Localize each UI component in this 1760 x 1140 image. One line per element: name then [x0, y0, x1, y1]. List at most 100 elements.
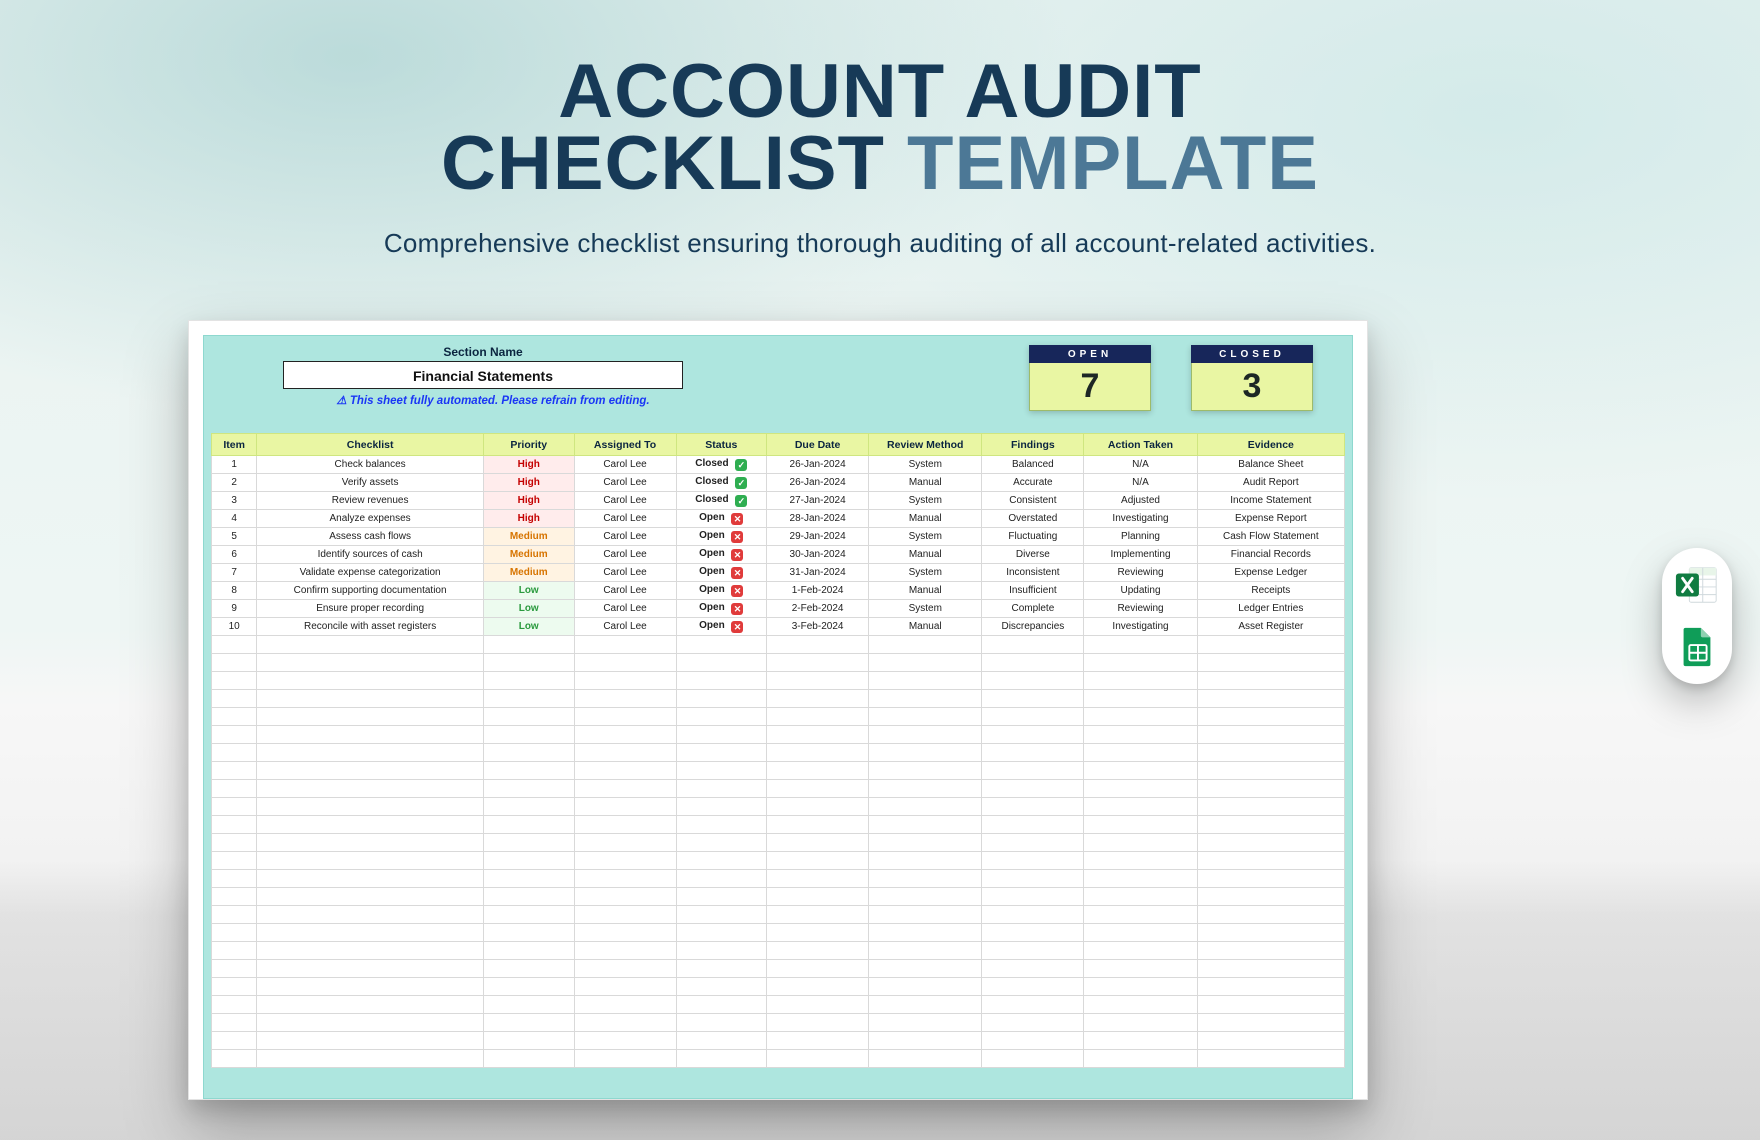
- table-row: [212, 816, 1345, 834]
- table-cell: Carol Lee: [574, 456, 676, 474]
- table-cell: [676, 942, 767, 960]
- table-cell: [483, 726, 574, 744]
- table-cell: [483, 636, 574, 654]
- table-cell: [257, 906, 484, 924]
- table-cell: [1197, 852, 1344, 870]
- table-row: [212, 906, 1345, 924]
- table-row: [212, 744, 1345, 762]
- table-body: 1Check balancesHighCarol LeeClosed ✓26-J…: [212, 456, 1345, 1068]
- table-cell: [676, 780, 767, 798]
- table-header-cell: Due Date: [767, 434, 869, 456]
- table-header-cell: Assigned To: [574, 434, 676, 456]
- table-cell: Closed ✓: [676, 456, 767, 474]
- table-cell: [982, 798, 1084, 816]
- table-cell: 3-Feb-2024: [767, 618, 869, 636]
- table-cell: Complete: [982, 600, 1084, 618]
- table-cell: [257, 1050, 484, 1068]
- table-cell: [257, 870, 484, 888]
- table-cell: Cash Flow Statement: [1197, 528, 1344, 546]
- table-cell: [1084, 762, 1197, 780]
- table-row: 5Assess cash flowsMediumCarol LeeOpen ✕2…: [212, 528, 1345, 546]
- table-cell: [212, 888, 257, 906]
- table-cell: [767, 852, 869, 870]
- table-cell: Consistent: [982, 492, 1084, 510]
- table-cell: [869, 1050, 982, 1068]
- table-cell: [483, 888, 574, 906]
- table-cell: [1084, 978, 1197, 996]
- table-cell: Manual: [869, 618, 982, 636]
- table-cell: Medium: [483, 564, 574, 582]
- table-cell: Open ✕: [676, 546, 767, 564]
- table-cell: [483, 690, 574, 708]
- table-cell: Open ✕: [676, 600, 767, 618]
- table-cell: Receipts: [1197, 582, 1344, 600]
- excel-icon[interactable]: [1674, 562, 1720, 608]
- table-row: 9Ensure proper recordingLowCarol LeeOpen…: [212, 600, 1345, 618]
- google-sheets-icon[interactable]: [1674, 624, 1720, 670]
- table-cell: [869, 924, 982, 942]
- table-cell: [257, 942, 484, 960]
- table-row: [212, 672, 1345, 690]
- table-cell: Planning: [1084, 528, 1197, 546]
- table-cell: [1084, 906, 1197, 924]
- table-header-cell: Evidence: [1197, 434, 1344, 456]
- table-cell: [869, 744, 982, 762]
- table-cell: [869, 672, 982, 690]
- table-cell: 2-Feb-2024: [767, 600, 869, 618]
- table-cell: Carol Lee: [574, 492, 676, 510]
- table-cell: [767, 1032, 869, 1050]
- table-cell: [982, 942, 1084, 960]
- table-header-cell: Item: [212, 434, 257, 456]
- sheet-wrap: Section Name Financial Statements ⚠ This…: [203, 335, 1353, 1099]
- download-icons: [1662, 548, 1732, 684]
- table-cell: [257, 690, 484, 708]
- table-cell: [483, 852, 574, 870]
- table-cell: [574, 798, 676, 816]
- table-cell: [982, 780, 1084, 798]
- table-cell: [1197, 798, 1344, 816]
- table-header-cell: Checklist: [257, 434, 484, 456]
- table-cell: Financial Records: [1197, 546, 1344, 564]
- table-cell: [767, 942, 869, 960]
- table-cell: Open ✕: [676, 528, 767, 546]
- table-cell: [869, 978, 982, 996]
- title-line-2-light: TEMPLATE: [885, 121, 1319, 206]
- table-cell: System: [869, 492, 982, 510]
- table-cell: Fluctuating: [982, 528, 1084, 546]
- table-cell: [212, 906, 257, 924]
- table-cell: Low: [483, 618, 574, 636]
- table-cell: [1084, 672, 1197, 690]
- table-cell: [767, 726, 869, 744]
- table-cell: Expense Ledger: [1197, 564, 1344, 582]
- table-cell: Accurate: [982, 474, 1084, 492]
- table-cell: 4: [212, 510, 257, 528]
- table-cell: Open ✕: [676, 510, 767, 528]
- table-cell: Identify sources of cash: [257, 546, 484, 564]
- table-cell: [982, 888, 1084, 906]
- table-cell: [212, 762, 257, 780]
- table-cell: [982, 726, 1084, 744]
- table-row: [212, 690, 1345, 708]
- table-cell: [483, 708, 574, 726]
- table-cell: [257, 762, 484, 780]
- table-cell: [1197, 960, 1344, 978]
- table-row: [212, 942, 1345, 960]
- table-cell: [869, 870, 982, 888]
- table-cell: [767, 978, 869, 996]
- table-cell: Income Statement: [1197, 492, 1344, 510]
- table-cell: Carol Lee: [574, 618, 676, 636]
- table-cell: [1084, 1014, 1197, 1032]
- table-cell: [483, 816, 574, 834]
- table-row: [212, 978, 1345, 996]
- table-cell: High: [483, 492, 574, 510]
- table-cell: [676, 978, 767, 996]
- table-cell: [676, 906, 767, 924]
- table-cell: [676, 1050, 767, 1068]
- table-cell: High: [483, 474, 574, 492]
- table-cell: Insufficient: [982, 582, 1084, 600]
- table-cell: Carol Lee: [574, 546, 676, 564]
- table-cell: [982, 978, 1084, 996]
- table-cell: [982, 1014, 1084, 1032]
- table-cell: 31-Jan-2024: [767, 564, 869, 582]
- table-cell: [869, 654, 982, 672]
